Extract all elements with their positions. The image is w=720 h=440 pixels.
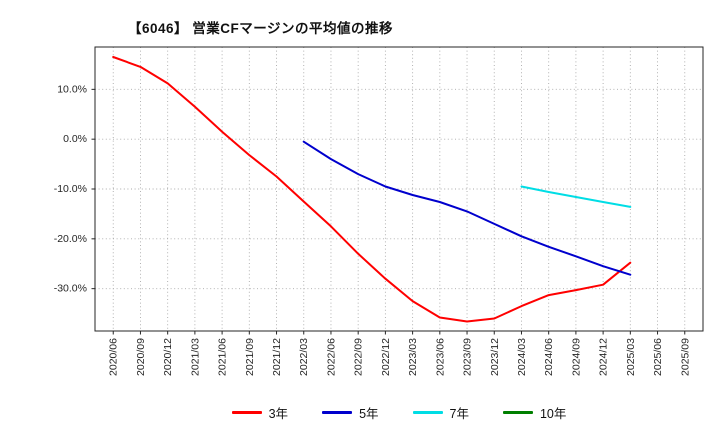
x-tick-label: 2025/09 [679,338,691,376]
y-tick-label: -20.0% [54,233,87,245]
legend-swatch [322,411,353,414]
series-line-3年 [112,56,632,323]
x-tick-label: 2023/09 [462,338,474,376]
y-tick-label: -10.0% [54,183,87,195]
x-tick-label: 2023/06 [434,338,446,376]
x-tick-label: 2021/06 [217,338,229,376]
legend-swatch [502,411,533,414]
x-tick-label: 2024/09 [570,338,582,376]
x-tick-label: 2022/12 [380,338,392,376]
legend-label: 5年 [359,407,379,421]
y-tick-label: 10.0% [57,83,87,95]
legend-label: 10年 [539,407,567,421]
legend-label: 3年 [268,407,289,421]
x-tick-label: 2023/03 [407,338,419,376]
x-tick-label: 2021/12 [271,338,283,376]
legend-item-2: 5年 [322,403,379,422]
legend-item-3: 7年 [412,403,469,422]
x-tick-label: 2023/12 [489,338,501,376]
x-tick-label: 2025/03 [625,338,637,376]
x-tick-label: 2020/09 [135,338,147,376]
legend-label: 7年 [449,407,469,421]
y-tick-label: 0.0% [63,133,87,145]
x-tick-label: 2024/06 [543,338,555,376]
plot-border [94,46,704,332]
y-tick-label: -30.0% [54,283,87,295]
legend-item-1: 3年 [231,403,289,422]
x-tick-label: 2025/06 [652,338,664,376]
legend-item-4: 10年 [502,403,567,422]
x-tick-label: 2022/09 [353,338,365,376]
x-tick-label: 2022/06 [325,338,337,376]
x-tick-label: 2024/03 [516,338,528,376]
x-tick-label: 2021/03 [189,338,201,376]
legend-swatch [231,411,262,414]
chart-title: 【6046】 営業CFマージンの平均値の推移 [128,21,394,36]
x-tick-label: 2020/12 [162,338,174,376]
plot-area: 2020/06 2020/09 2020/12 2021/03 2021/06 2021/… [54,46,704,376]
x-tick-label: 2020/06 [108,338,120,376]
x-tick-label: 2022/03 [298,338,310,376]
series-line-7年 [520,185,632,208]
x-tick-label: 2021/09 [244,338,256,376]
legend-swatch [412,411,443,414]
series-line-5年 [302,140,632,276]
x-tick-label: 2024/12 [598,338,610,376]
chart-legend: 3年 5年 7年 10年 [95,403,703,422]
